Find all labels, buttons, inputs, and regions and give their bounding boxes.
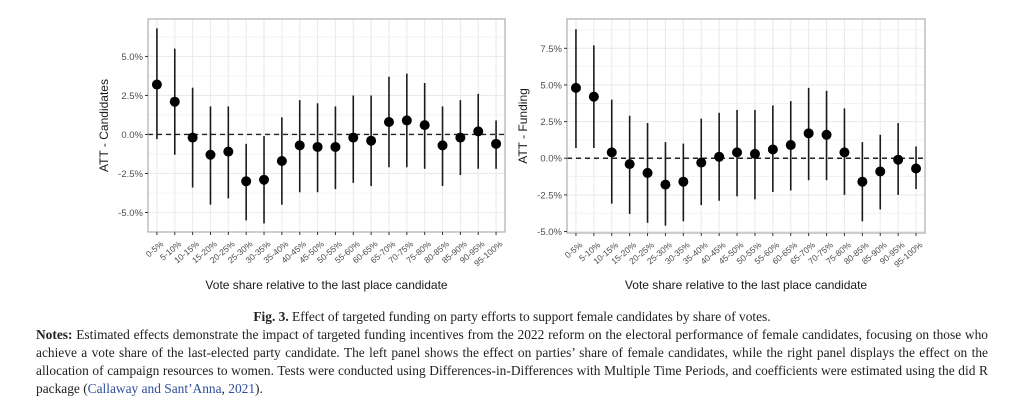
estimate-point: [570, 82, 581, 93]
estimate-point: [660, 179, 671, 190]
estimate-point: [205, 149, 216, 160]
estimate-point: [803, 128, 814, 139]
estimate-point: [276, 156, 287, 166]
citation-year-link[interactable]: 2021: [228, 381, 256, 396]
citation-authors-link[interactable]: Callaway and Sant’Anna: [87, 381, 222, 396]
estimate-point: [606, 147, 617, 158]
estimate-point: [857, 176, 868, 187]
estimate-point: [383, 116, 394, 127]
estimate-point: [821, 129, 832, 140]
estimate-point: [839, 147, 850, 158]
estimate-point: [223, 146, 234, 157]
estimate-point: [588, 91, 599, 102]
estimate-point: [241, 176, 252, 187]
left-panel-candidates: -5.0% -2.5% 0.0% 2.5% 5.0% 0-5% 5-10% 10-15% 15-…: [0, 0, 512, 300]
estimate-point: [767, 144, 778, 155]
y-axis-title: ATT - Funding: [516, 88, 530, 164]
estimate-point: [875, 166, 886, 177]
estimate-point: [187, 132, 198, 143]
x-axis-title: Vote share relative to the last place ca…: [205, 278, 447, 292]
x-axis-title: Vote share relative to the last place ca…: [625, 278, 867, 292]
figure-label: Fig. 3.: [253, 309, 289, 324]
plot-area: [567, 19, 925, 233]
y-tick-label: -5.0%: [537, 227, 562, 238]
estimate-point: [455, 132, 466, 143]
y-tick-label: 5.0%: [540, 80, 562, 91]
y-tick-label: 5.0%: [121, 52, 143, 63]
estimate-point: [312, 141, 323, 152]
plot-frame: [566, 18, 926, 234]
y-tick-label: 2.5%: [121, 91, 143, 102]
estimate-point: [348, 132, 359, 143]
estimate-point: [473, 126, 484, 137]
estimate-point: [259, 174, 270, 185]
estimate-point: [749, 148, 760, 159]
estimate-point: [696, 157, 707, 168]
estimate-point: [151, 79, 162, 90]
estimate-point: [169, 96, 180, 107]
estimate-point: [437, 140, 448, 151]
y-tick-label: -2.5%: [118, 169, 143, 180]
y-tick-label: 2.5%: [540, 117, 562, 128]
figure-title: Effect of targeted funding on party effo…: [288, 309, 771, 324]
y-tick-label: 0.0%: [540, 154, 562, 165]
estimate-point: [785, 140, 796, 151]
figure-caption: Fig. 3. Effect of targeted funding on pa…: [36, 308, 988, 398]
notes-text: Estimated effects demonstrate the impact…: [36, 327, 988, 396]
right-panel-funding: -5.0% -2.5% 0.0% 2.5% 5.0% 7.5% 0-5% 5-10% 10-15…: [512, 0, 1024, 300]
y-axis-title: ATT - Candidates: [97, 79, 111, 172]
figure-title-line: Fig. 3. Effect of targeted funding on pa…: [36, 308, 988, 326]
y-tick-label: 7.5%: [540, 44, 562, 55]
estimate-point: [642, 167, 653, 178]
estimate-point: [419, 120, 430, 131]
figure-notes: Notes: Estimated effects demonstrate the…: [36, 326, 988, 398]
estimate-point: [624, 159, 635, 170]
estimate-point: [911, 163, 922, 174]
chart-candidates: -5.0%-2.5%0.0%2.5%5.0%0-5%5-10%10-15%15-…: [97, 18, 506, 292]
estimate-point: [330, 141, 341, 152]
citation-separator: ,: [221, 381, 229, 396]
estimate-point: [678, 176, 689, 187]
y-tick-label: 0.0%: [121, 130, 143, 141]
notes-label: Notes:: [36, 327, 73, 342]
estimate-point: [366, 135, 377, 146]
estimate-point: [401, 115, 412, 126]
y-tick-label: -5.0%: [118, 208, 143, 219]
plot-frame: [147, 18, 506, 233]
notes-end: ).: [255, 381, 263, 396]
estimate-point: [732, 147, 743, 158]
chart-funding: -5.0%-2.5%0.0%2.5%5.0%7.5%0-5%5-10%10-15…: [516, 18, 926, 292]
estimate-point: [491, 138, 502, 149]
y-tick-label: -2.5%: [537, 190, 562, 201]
estimate-point: [893, 154, 904, 165]
estimate-point: [714, 151, 725, 162]
plot-area: [148, 19, 505, 232]
estimate-point: [294, 140, 305, 151]
